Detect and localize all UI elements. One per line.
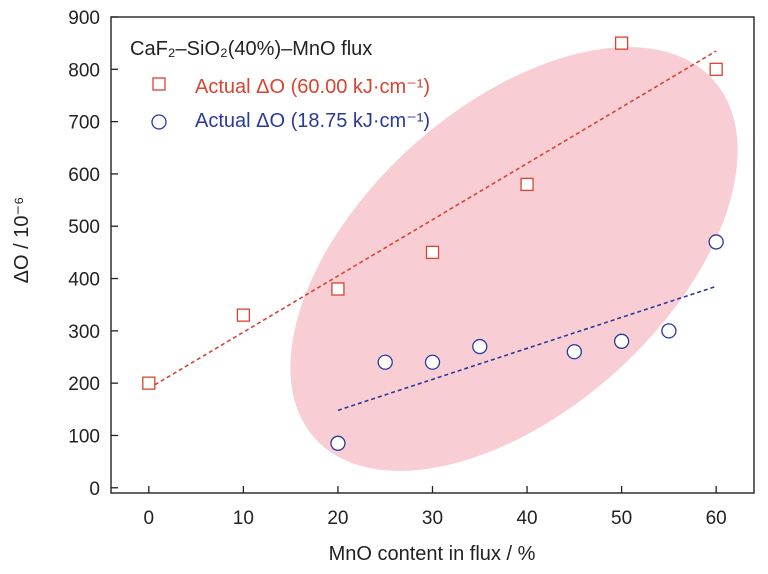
data-point-square (520, 177, 534, 192)
x-tick-label: 10 (233, 508, 254, 529)
data-point-square (614, 36, 629, 50)
trend-line-1 (337, 285, 717, 412)
data-point-circle (708, 234, 724, 250)
annotation-text: CaF₂–SiO₂(40%)–MnO flux (130, 38, 372, 60)
legend: Actual ΔO (60.00 kJ·cm⁻¹) Actual ΔO (18.… (151, 76, 430, 132)
data-point-circle (424, 354, 441, 370)
x-axis-label: MnO content in flux / % (329, 543, 536, 565)
legend-marker-square (152, 77, 166, 91)
data-point-square (142, 376, 156, 390)
y-tick-label: 500 (68, 217, 100, 238)
y-tick-label: 700 (68, 113, 100, 134)
data-point-square (236, 308, 251, 322)
x-tick-label: 30 (422, 508, 443, 529)
y-tick-label: 100 (68, 426, 100, 447)
data-point-square (709, 62, 723, 76)
x-tick-label: 0 (144, 508, 155, 529)
trend-line-0 (148, 50, 717, 390)
data-markers (142, 36, 724, 451)
y-tick-label: 200 (68, 374, 100, 395)
y-tick-label: 600 (68, 165, 100, 186)
axis-ticks: 0 10 20 30 40 50 60010020030040050060070080090… (68, 8, 726, 529)
y-tick-label: 900 (68, 8, 100, 29)
x-tick-label: 40 (516, 508, 537, 529)
legend-label-60kJ: Actual ΔO (60.00 kJ·cm⁻¹) (195, 76, 430, 98)
data-point-square (425, 245, 440, 260)
data-point-circle (377, 354, 393, 370)
data-point-circle (566, 344, 582, 360)
x-tick-label: 50 (611, 508, 632, 529)
legend-marker-circle (151, 114, 167, 130)
data-point-circle (472, 338, 488, 355)
x-tick-label: 20 (327, 508, 348, 529)
x-tick-label: 60 (706, 508, 727, 529)
highlight-ellipse (290, 47, 738, 471)
trend-lines (148, 50, 717, 412)
data-point-circle (661, 323, 677, 339)
y-tick-label: 300 (68, 322, 100, 343)
data-point-circle (330, 435, 346, 451)
y-tick-label: 0 (89, 479, 100, 500)
y-tick-label: 800 (68, 60, 100, 81)
data-point-square (331, 282, 345, 296)
legend-label-18kJ: Actual ΔO (18.75 kJ·cm⁻¹) (195, 110, 430, 132)
y-axis-label: ΔO / 10⁻⁶ (11, 197, 33, 284)
y-tick-label: 400 (68, 270, 100, 291)
data-point-circle (613, 333, 630, 349)
